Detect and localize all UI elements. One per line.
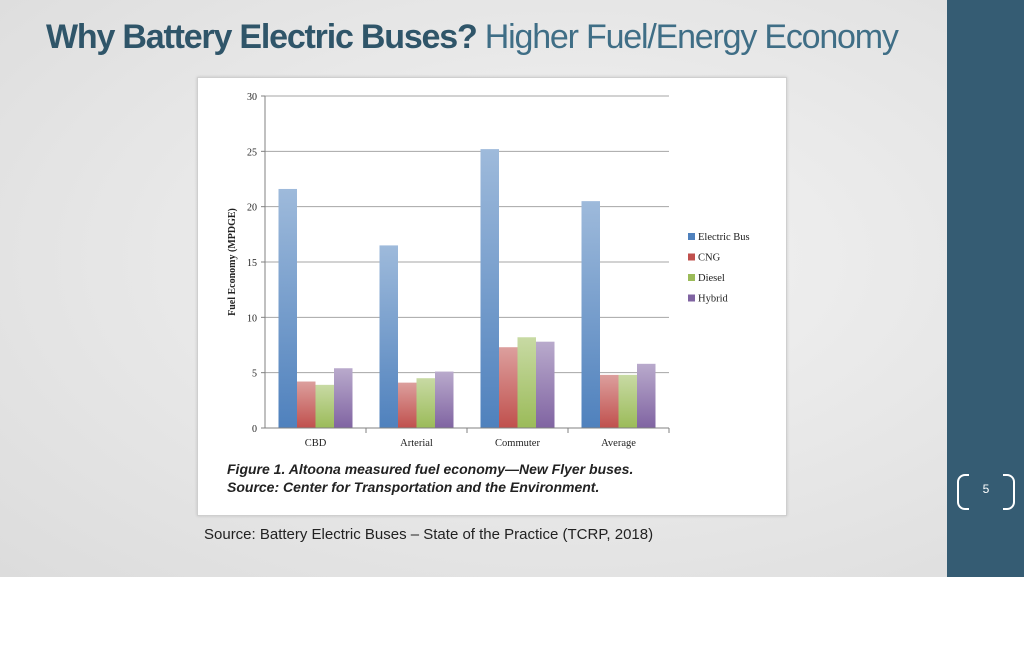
y-axis-label: Fuel Economy (MPDGE) [227, 208, 238, 316]
bar-diesel-cbd [315, 384, 334, 428]
y-tick-label: 10 [247, 313, 257, 324]
bar-electric-bus-average [581, 201, 600, 428]
bar-diesel-arterial [416, 378, 435, 428]
bar-hybrid-arterial [435, 371, 454, 428]
legend-swatch [688, 253, 695, 261]
legend-label: Hybrid [698, 294, 728, 305]
slide-title: Why Battery Electric Buses? Higher Fuel/… [46, 18, 899, 57]
bar-cng-arterial [398, 382, 417, 428]
slide-title-rest: Higher Fuel/Energy Economy [484, 18, 899, 56]
bar-cng-average [600, 374, 619, 428]
bar-electric-bus-commuter [480, 149, 499, 428]
bar-cng-cbd [297, 381, 316, 428]
page-number: 5 [982, 482, 990, 496]
y-tick-label: 0 [252, 424, 257, 435]
y-tick-label: 25 [247, 147, 257, 158]
y-tick-label: 30 [247, 92, 257, 103]
y-tick-label: 20 [247, 203, 257, 214]
figure-caption-line-2: Source: Center for Transportation and th… [227, 479, 600, 495]
legend-label: CNG [698, 253, 721, 264]
legend-label: Diesel [698, 273, 725, 284]
y-tick-label: 15 [247, 258, 257, 269]
bar-hybrid-average [637, 363, 656, 428]
legend-swatch [688, 274, 695, 281]
x-tick-label: Arterial [400, 438, 433, 449]
slide-source-text: Source: Battery Electric Buses – State o… [204, 526, 654, 543]
y-tick-label: 5 [252, 369, 257, 380]
figure-panel: 0 5 10 15 20 25 30 Fuel Economy (MPDGE) CBD Arter… [197, 77, 787, 516]
slide-title-bold: Why Battery Electric Buses? [46, 18, 478, 56]
figure-caption-line-1: Figure 1. Altoona measured fuel economy—… [227, 461, 634, 477]
figure-caption: Figure 1. Altoona measured fuel economy—… [227, 460, 633, 496]
bar-diesel-commuter [517, 337, 536, 428]
legend-label: Electric Bus [698, 232, 750, 243]
x-tick-label: Commuter [495, 438, 540, 449]
legend-swatch [688, 233, 695, 240]
page-bracket-left [957, 474, 969, 510]
bar-diesel-average [618, 374, 637, 428]
bar-hybrid-commuter [536, 341, 555, 428]
bar-cng-commuter [499, 347, 518, 428]
x-tick-label: CBD [305, 438, 327, 449]
page-number-box: 5 [955, 466, 1017, 514]
bar-electric-bus-cbd [278, 188, 297, 428]
page-bracket-right [1003, 474, 1015, 510]
bar-hybrid-cbd [334, 368, 353, 428]
bar-electric-bus-arterial [379, 245, 398, 428]
legend-swatch [688, 294, 695, 302]
x-tick-label: Average [601, 438, 636, 449]
fuel-economy-chart: 0 5 10 15 20 25 30 Fuel Economy (MPDGE) CBD Arter… [227, 92, 750, 449]
